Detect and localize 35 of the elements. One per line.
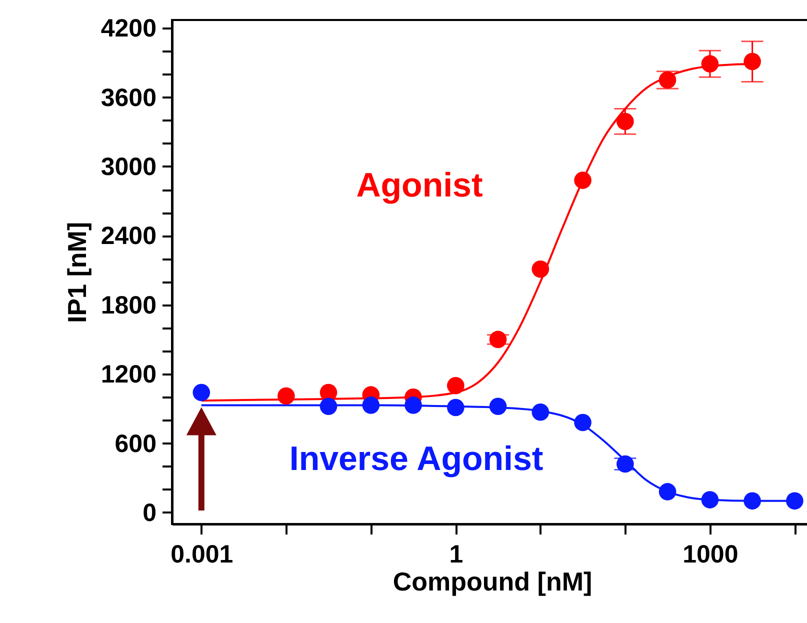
point <box>574 172 592 189</box>
point <box>320 398 338 416</box>
y-tick-label: 600 <box>114 430 156 458</box>
y-axis-title: IP1 [nM] <box>62 222 92 324</box>
point <box>489 330 507 348</box>
point <box>447 376 464 394</box>
point <box>616 112 634 130</box>
y-tick-label: 1800 <box>100 291 156 320</box>
point <box>489 398 507 416</box>
point <box>532 403 550 421</box>
y-tick-label: 0 <box>142 498 156 527</box>
point <box>701 55 719 72</box>
point <box>277 387 295 405</box>
point <box>701 491 719 508</box>
series-label: Inverse Agonist <box>289 440 544 478</box>
point <box>744 492 761 510</box>
y-tick-label: 4200 <box>100 14 156 43</box>
text: Agonist <box>356 166 483 204</box>
y-tick-label: 2400 <box>100 222 156 250</box>
point <box>532 260 550 278</box>
x-tick-label: 0.001 <box>170 540 234 568</box>
x-tick-label: 1000 <box>682 540 738 568</box>
y-tick-label: 3600 <box>100 84 156 112</box>
point <box>786 492 804 510</box>
point <box>404 396 422 414</box>
point <box>744 52 761 70</box>
y-tick-label: 1200 <box>100 360 156 389</box>
point <box>658 483 676 500</box>
point <box>616 455 634 473</box>
y-tick-label: 3000 <box>100 152 156 181</box>
point <box>447 398 464 416</box>
point <box>362 396 380 414</box>
point <box>574 414 592 432</box>
x-axis-title: Compound [nM] <box>392 566 592 596</box>
x-tick-label: 1 <box>449 540 464 568</box>
